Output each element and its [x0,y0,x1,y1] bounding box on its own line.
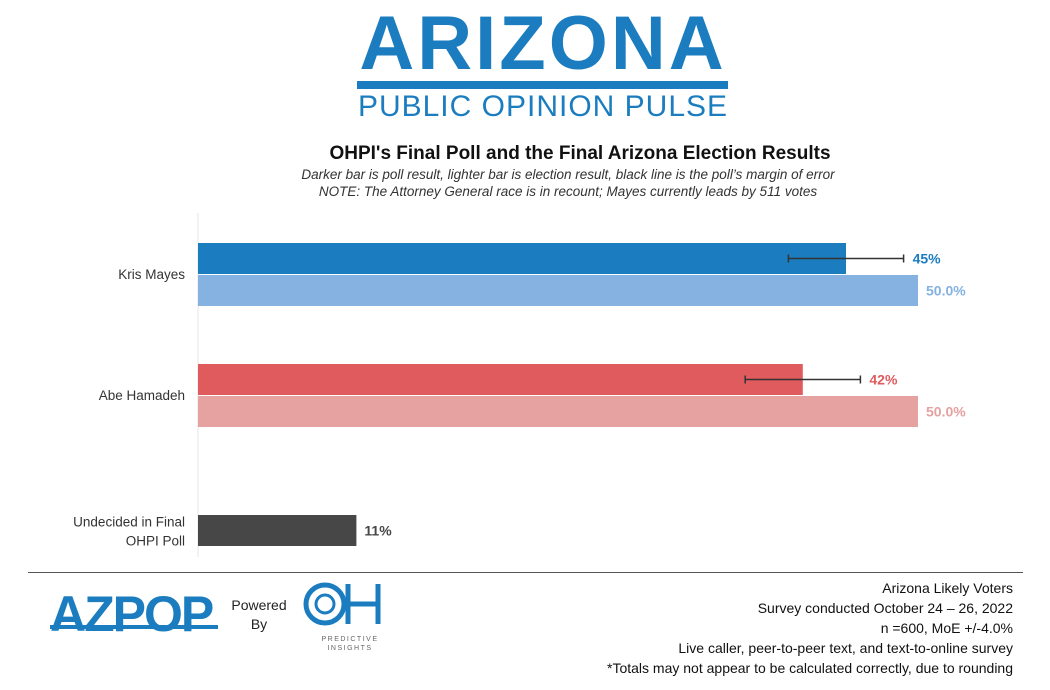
value-label: 50.0% [926,283,966,299]
logo-rule [357,81,728,89]
footer-divider [28,572,1023,573]
azpop-logo: AZPOP [50,586,213,642]
arizona-logo-title: ARIZONA [359,1,727,86]
bar-chart: Kris Mayes Abe Hamadeh Undecided in Final O… [73,213,966,557]
category-label: Undecided in Final [73,515,185,530]
header: ARIZONA PUBLIC OPINION PULSE [0,0,1050,125]
azpop-logo-underline [50,625,218,629]
chart-title: OHPI's Final Poll and the Final Arizona … [329,143,831,164]
insights-label: INSIGHTS [327,645,373,652]
footnote-dates: Survey conducted October 24 – 26, 2022 [757,600,1013,616]
bar-poll [198,243,846,274]
footnote-sample: n =600, MoE +/-4.0% [880,620,1013,636]
category-label: OHPI Poll [126,534,185,549]
bar-election [198,396,918,427]
footer-logos: AZPOP [50,582,381,642]
powered-by-text: Powered By [231,597,287,632]
arizona-logo-subtitle: PUBLIC OPINION PULSE [357,90,729,123]
bar-election [198,275,918,306]
value-label: 42% [869,372,898,388]
chart-note: NOTE: The Attorney General race is in re… [318,184,818,199]
value-label: 11% [364,523,392,539]
footnote-rounding: *Totals may not appear to be calculated … [607,660,1013,676]
value-label: 45% [913,251,942,267]
bar-poll [198,515,357,546]
predictive-label: PREDICTIVE [321,636,379,643]
bar-poll [198,364,803,395]
oh-predictive-insights-logo [303,582,381,626]
footnote-method: Live caller, peer-to-peer text, and text… [678,640,1013,656]
chart-subtitle: Darker bar is poll result, lighter bar i… [301,167,835,182]
category-label: Kris Mayes [118,267,185,282]
footnote-population: Arizona Likely Voters [882,580,1013,596]
value-label: 50.0% [926,404,966,420]
category-label: Abe Hamadeh [99,388,185,403]
